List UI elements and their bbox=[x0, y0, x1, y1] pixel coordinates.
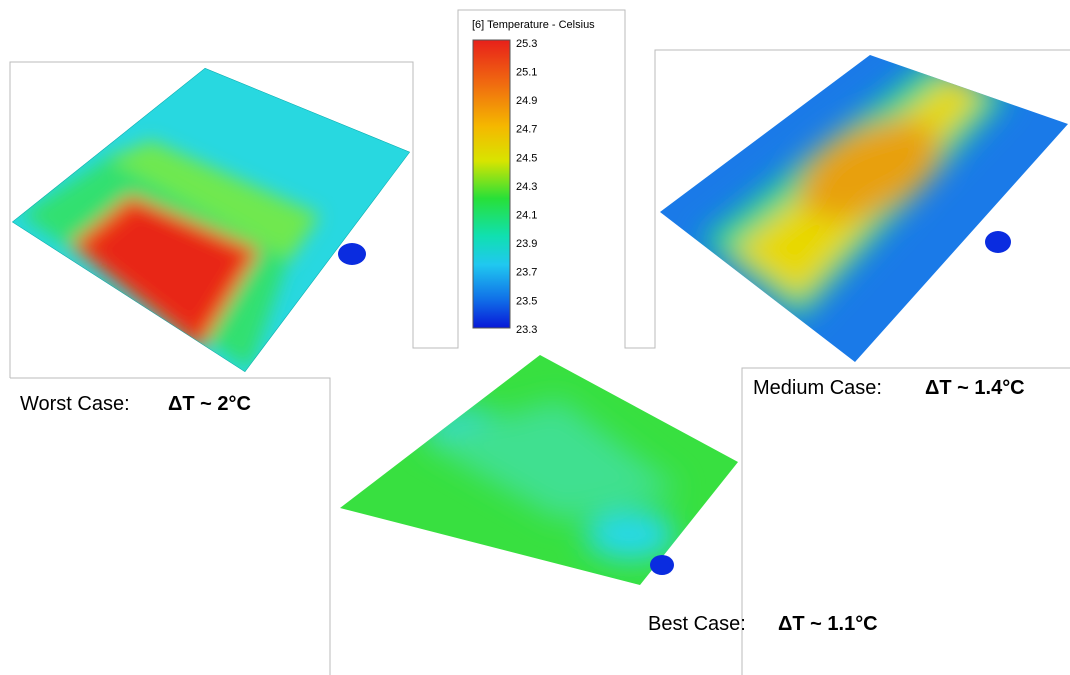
tick-label: 23.3 bbox=[516, 324, 537, 336]
best-plate bbox=[330, 350, 750, 590]
tick-label: 24.1 bbox=[516, 210, 537, 222]
tick-label: 24.3 bbox=[516, 181, 537, 193]
tick-label: 25.1 bbox=[516, 67, 537, 79]
colorbar bbox=[473, 40, 510, 328]
case-label: Medium Case: bbox=[753, 377, 882, 399]
figure: [6] Temperature - Celsius 25.3 25.1 24.9 24… bbox=[0, 0, 1070, 675]
colorbar-title: [6] Temperature - Celsius bbox=[472, 19, 595, 31]
tick-label: 23.5 bbox=[516, 295, 537, 307]
delta-t: ΔT ~ 1.1°C bbox=[778, 613, 878, 635]
medium-plate bbox=[650, 50, 1070, 370]
tick-label: 24.7 bbox=[516, 124, 537, 136]
delta-t: ΔT ~ 1.4°C bbox=[925, 377, 1025, 399]
pipe bbox=[338, 243, 366, 265]
case-label: Worst Case: bbox=[20, 393, 130, 415]
tick-label: 23.7 bbox=[516, 267, 537, 279]
pipe bbox=[985, 231, 1011, 253]
colorbar-ticks: 25.3 25.1 24.9 24.7 24.5 24.3 24.1 23.9 23.7 23.5… bbox=[516, 38, 537, 336]
tick-label: 24.9 bbox=[516, 95, 537, 107]
delta-t: ΔT ~ 2°C bbox=[168, 393, 251, 415]
pipe bbox=[650, 555, 674, 575]
frame bbox=[10, 378, 330, 675]
tick-label: 24.5 bbox=[516, 152, 537, 164]
tick-label: 25.3 bbox=[516, 38, 537, 50]
tick-label: 23.9 bbox=[516, 238, 537, 250]
worst-plate bbox=[0, 60, 420, 380]
case-label: Best Case: bbox=[648, 613, 746, 635]
